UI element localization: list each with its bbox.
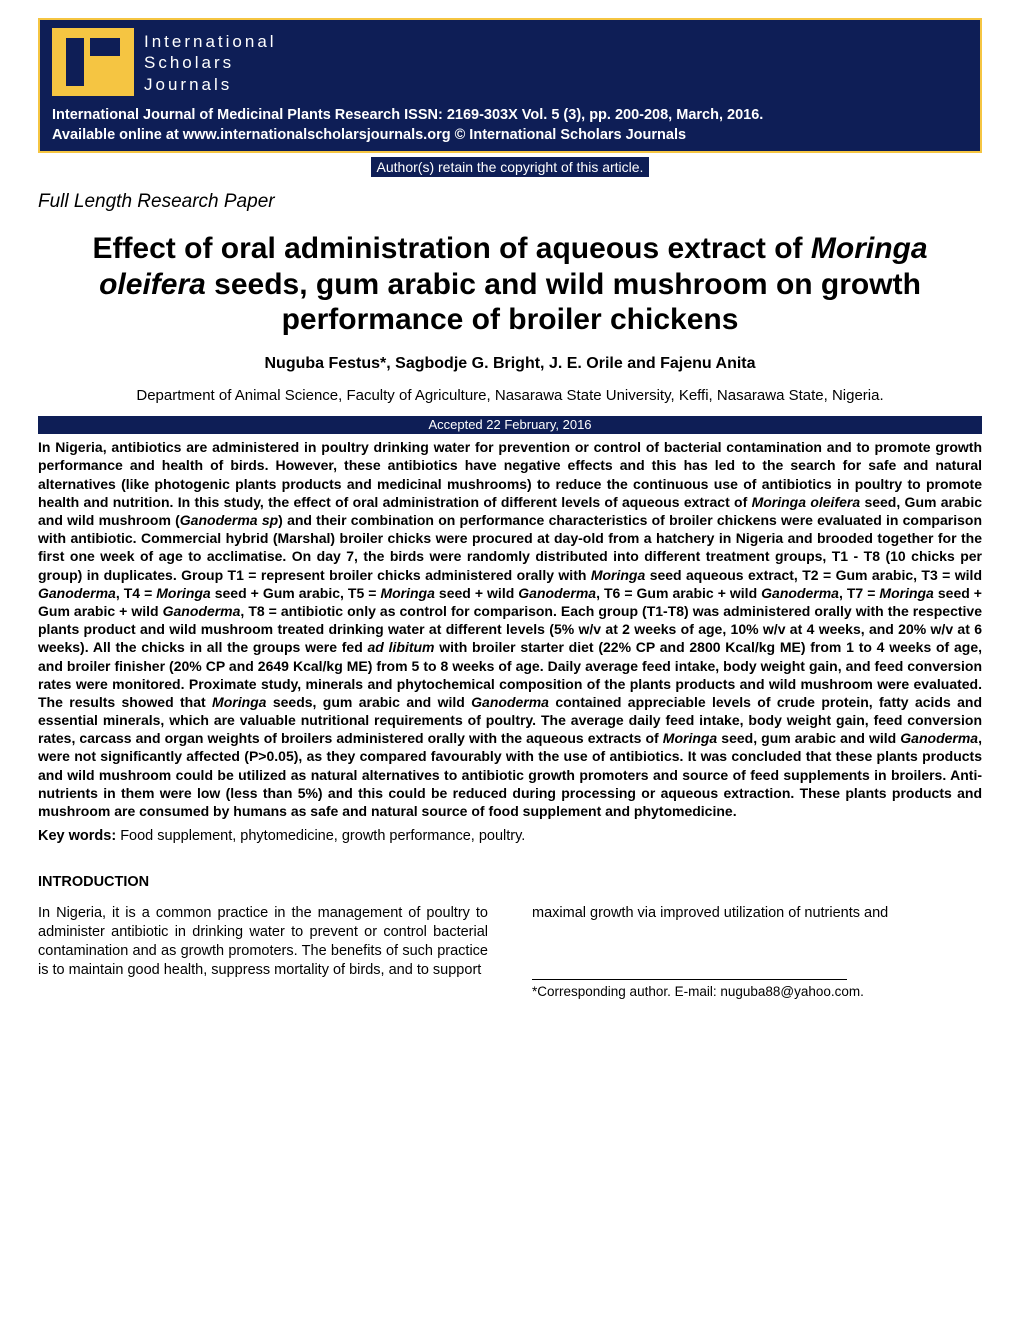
journal-line-2: Available online at www.internationalsch… [52, 126, 968, 146]
authors: Nuguba Festus*, Sagbodje G. Bright, J. E… [38, 355, 982, 373]
paper-type: Full Length Research Paper [38, 191, 982, 213]
copyright-text: Author(s) retain the copyright of this a… [371, 157, 650, 177]
accepted-bar: Accepted 22 February, 2016 [38, 416, 982, 434]
copyright-bar: Author(s) retain the copyright of this a… [38, 157, 982, 177]
paper-title: Effect of oral administration of aqueous… [38, 231, 982, 337]
title-part-2: seeds, gum arabic and wild mushroom on g… [206, 268, 921, 336]
journal-header: InternationalScholarsJournals Internatio… [38, 18, 982, 153]
affiliation: Department of Animal Science, Faculty of… [38, 387, 982, 404]
journal-logo-icon [52, 28, 134, 96]
keywords: Key words: Food supplement, phytomedicin… [38, 828, 982, 844]
footnote-divider [532, 979, 847, 980]
journal-line-1: International Journal of Medicinal Plant… [52, 106, 968, 126]
section-introduction: INTRODUCTION [38, 874, 982, 890]
intro-col-right: maximal growth via improved utilization … [532, 904, 982, 1000]
corresponding-author: *Corresponding author. E-mail: nuguba88@… [532, 983, 982, 1001]
title-part-1: Effect of oral administration of aqueous… [92, 232, 810, 265]
intro-col-left: In Nigeria, it is a common practice in t… [38, 904, 488, 1000]
accepted-bar-right [602, 416, 982, 434]
intro-columns: In Nigeria, it is a common practice in t… [38, 904, 982, 1000]
accepted-bar-left [38, 416, 418, 434]
journal-citation: International Journal of Medicinal Plant… [52, 106, 968, 145]
keywords-label: Key words: [38, 828, 116, 844]
logo-row: InternationalScholarsJournals [52, 28, 968, 96]
journal-logo-text: InternationalScholarsJournals [144, 28, 277, 95]
keywords-text: Food supplement, phytomedicine, growth p… [116, 828, 525, 844]
intro-col-right-text: maximal growth via improved utilization … [532, 904, 982, 923]
abstract: In Nigeria, antibiotics are administered… [38, 438, 982, 820]
accepted-date: Accepted 22 February, 2016 [418, 416, 601, 434]
